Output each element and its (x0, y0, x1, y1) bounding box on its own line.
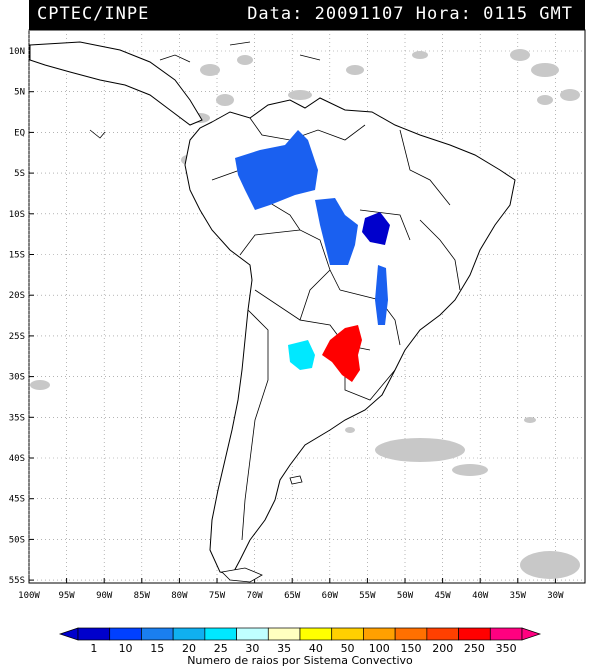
lat-label: 45S (9, 495, 25, 505)
caribbean-islands (89, 41, 321, 139)
lat-label: 20S (9, 291, 25, 301)
lat-label: 15S (9, 251, 25, 261)
lon-label: 95W (58, 591, 75, 601)
system-amazon-west (235, 130, 318, 210)
legend-swatch (267, 627, 301, 641)
lon-label: 35W (510, 591, 527, 601)
lat-label: 30S (9, 373, 25, 383)
convective-systems (235, 130, 390, 382)
lon-label: 85W (134, 591, 151, 601)
system-argentina-chaco (288, 340, 315, 370)
lon-label: 50W (397, 591, 414, 601)
graticule (28, 30, 585, 583)
legend-arrow-left (58, 627, 79, 641)
lat-label: 10S (9, 210, 25, 220)
legend-swatch (331, 627, 364, 641)
lat-label: 25S (9, 332, 25, 342)
legend-swatch (172, 627, 206, 641)
legend-label: 10 (119, 642, 133, 655)
lon-label: 90W (96, 591, 113, 601)
legend-swatch (489, 627, 523, 641)
header-datetime: Data: 20091107 Hora: 0115 GMT (247, 4, 573, 24)
system-central-east (362, 212, 390, 245)
legend-swatch (426, 627, 459, 641)
legend-label: 150 (401, 642, 422, 655)
falkland-islands (289, 475, 303, 485)
lat-label: EQ (14, 128, 25, 138)
legend-swatch (109, 627, 142, 641)
legend-label: 25 (214, 642, 228, 655)
legend-label: 50 (341, 642, 355, 655)
lon-label: 40W (472, 591, 489, 601)
lon-label: 60W (322, 591, 339, 601)
legend-label: 100 (369, 642, 390, 655)
legend-label: 350 (496, 642, 517, 655)
legend-colorbar: 1 10 15 20 25 30 35 40 50 100 150 200 250 350 (58, 627, 542, 655)
legend-swatch (363, 627, 396, 641)
lon-label: 80W (171, 591, 188, 601)
lon-label: 65W (284, 591, 301, 601)
system-paraguay-north (322, 325, 362, 382)
legend-swatch (141, 627, 174, 641)
legend-swatch (204, 627, 237, 641)
legend-label: 250 (464, 642, 485, 655)
lon-label: 30W (547, 591, 564, 601)
lon-label: 55W (359, 591, 376, 601)
lat-label: 5N (14, 88, 25, 98)
legend-swatch (394, 627, 428, 641)
lon-label: 75W (209, 591, 226, 601)
system-parana-strip (375, 265, 388, 325)
axis-labels: 10N 5N EQ 5S 10S 15S 20S 25S 30S 35S 40S 45S 50S 55S 1… (9, 47, 564, 601)
legend-label: 40 (309, 642, 323, 655)
system-mato-grosso (315, 198, 358, 265)
lon-label: 70W (246, 591, 263, 601)
lat-label: 55S (9, 576, 25, 586)
header-bar: CPTEC/INPE Data: 20091107 Hora: 0115 GMT (29, 0, 585, 30)
legend-label: 1 (90, 642, 97, 655)
legend-swatch (299, 627, 333, 641)
lon-label: 45W (434, 591, 451, 601)
lat-label: 40S (9, 454, 25, 464)
legend-label: 30 (245, 642, 259, 655)
legend-label: 15 (150, 642, 164, 655)
legend-swatch (458, 627, 491, 641)
legend-label: 200 (432, 642, 453, 655)
tierra-del-fuego (221, 567, 263, 583)
legend-label: 20 (182, 642, 196, 655)
lon-label: 100W (18, 591, 40, 601)
lat-label: 5S (14, 169, 25, 179)
lat-label: 50S (9, 535, 25, 545)
legend-title: Numero de raios por Sistema Convectivo (187, 654, 413, 667)
lat-label: 10N (9, 47, 25, 57)
legend-label: 35 (277, 642, 291, 655)
legend-swatch (77, 627, 111, 641)
header-source: CPTEC/INPE (37, 4, 150, 24)
central-america-outline (29, 41, 203, 126)
legend-swatch (236, 627, 269, 641)
legend-arrow-right (521, 627, 542, 641)
lat-label: 35S (9, 413, 25, 423)
